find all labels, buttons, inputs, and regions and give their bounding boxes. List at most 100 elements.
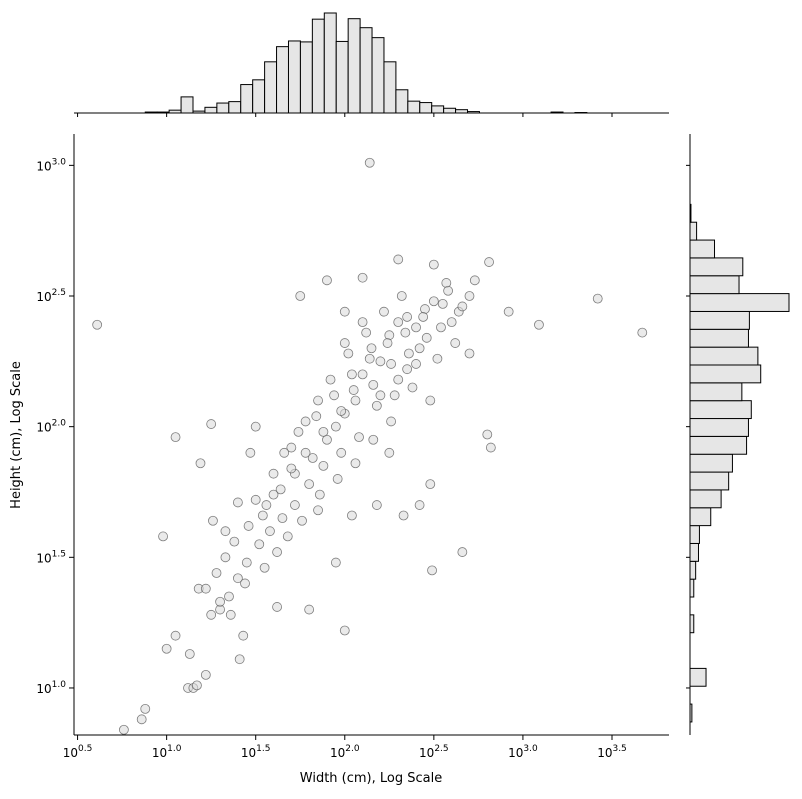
scatter-point xyxy=(244,521,253,530)
right-marginal-histogram xyxy=(686,134,789,735)
scatter-point xyxy=(447,318,456,327)
scatter-point xyxy=(93,320,102,329)
scatter-point xyxy=(159,532,168,541)
scatter-point xyxy=(319,461,328,470)
scatter-point xyxy=(330,391,339,400)
scatter-point xyxy=(340,626,349,635)
scatter-point xyxy=(280,448,289,457)
scatter-point xyxy=(241,579,250,588)
x-tick-label: 100.5 xyxy=(63,744,93,760)
scatter-point xyxy=(385,448,394,457)
scatter-point xyxy=(483,430,492,439)
y-tick-label: 103.0 xyxy=(36,157,66,173)
scatter-point xyxy=(255,540,264,549)
scatter-point xyxy=(419,312,428,321)
scatter-point xyxy=(344,349,353,358)
top-hist-bar xyxy=(396,90,408,113)
top-hist-bar xyxy=(277,47,289,113)
x-tick-label: 102.5 xyxy=(419,744,449,760)
right-hist-bar xyxy=(690,543,698,561)
top-hist-bar xyxy=(336,41,348,113)
scatter-point xyxy=(201,670,210,679)
right-hist-bar xyxy=(690,401,751,419)
scatter-point xyxy=(224,592,233,601)
scatter-point xyxy=(322,276,331,285)
y-axis-label: Height (cm), Log Scale xyxy=(9,361,24,509)
y-tick-label: 102.5 xyxy=(36,288,66,304)
scatter-point xyxy=(470,276,479,285)
scatter-point xyxy=(347,370,356,379)
scatter-point xyxy=(226,610,235,619)
right-hist-bar xyxy=(690,311,749,329)
scatter-point xyxy=(212,568,221,577)
scatter-point xyxy=(207,610,216,619)
scatter-point xyxy=(315,490,324,499)
scatter-point xyxy=(230,537,239,546)
scatter-point xyxy=(438,299,447,308)
scatter-point xyxy=(403,312,412,321)
scatter-point xyxy=(504,307,513,316)
scatter-point xyxy=(340,339,349,348)
scatter-point xyxy=(426,396,435,405)
right-hist-bar xyxy=(690,615,694,633)
scatter-point xyxy=(196,459,205,468)
scatter-point xyxy=(429,260,438,269)
scatter-point xyxy=(333,474,342,483)
scatter-point xyxy=(458,302,467,311)
scatter-point xyxy=(428,566,437,575)
scatter-point xyxy=(301,417,310,426)
scatter-point xyxy=(412,323,421,332)
scatter-point xyxy=(408,383,417,392)
scatter-point xyxy=(426,480,435,489)
scatter-point xyxy=(383,339,392,348)
top-hist-bar xyxy=(360,28,372,113)
top-hist-bar xyxy=(420,103,432,113)
top-hist-bar xyxy=(348,19,360,113)
scatter-point xyxy=(239,631,248,640)
scatter-point xyxy=(298,516,307,525)
right-hist-bar xyxy=(690,329,748,347)
scatter-point xyxy=(358,370,367,379)
scatter-point xyxy=(221,553,230,562)
right-hist-bar xyxy=(690,472,729,490)
scatter-point xyxy=(301,448,310,457)
scatter-point xyxy=(415,344,424,353)
scatter-point xyxy=(451,339,460,348)
scatter-point xyxy=(141,704,150,713)
scatter-point xyxy=(433,354,442,363)
scatter-point xyxy=(486,443,495,452)
scatter-point xyxy=(415,501,424,510)
scatter-point xyxy=(349,386,358,395)
scatter-point xyxy=(340,307,349,316)
scatter-point xyxy=(278,514,287,523)
scatter-point xyxy=(119,725,128,734)
scatter-point xyxy=(331,422,340,431)
right-hist-bar xyxy=(690,508,711,526)
scatter-point xyxy=(337,406,346,415)
scatter-point xyxy=(394,255,403,264)
scatter-point xyxy=(638,328,647,337)
scatter-point xyxy=(387,359,396,368)
right-hist-bar xyxy=(690,668,706,686)
scatter-point xyxy=(399,511,408,520)
scatter-point xyxy=(233,498,242,507)
right-hist-bar xyxy=(690,526,699,544)
scatter-point xyxy=(283,532,292,541)
scatter-point xyxy=(314,506,323,515)
scatter-point xyxy=(465,349,474,358)
scatter-point xyxy=(287,464,296,473)
right-hist-bar xyxy=(690,490,721,508)
scatter-point xyxy=(273,602,282,611)
right-hist-bar xyxy=(690,294,789,312)
top-marginal-histogram xyxy=(74,13,669,117)
scatter-point xyxy=(294,427,303,436)
scatter-point xyxy=(365,158,374,167)
scatter-point xyxy=(367,344,376,353)
scatter-point xyxy=(347,511,356,520)
right-hist-bar xyxy=(690,276,739,294)
scatter-point xyxy=(358,273,367,282)
scatter-point xyxy=(351,396,360,405)
scatter-point xyxy=(246,448,255,457)
scatter-point xyxy=(269,469,278,478)
